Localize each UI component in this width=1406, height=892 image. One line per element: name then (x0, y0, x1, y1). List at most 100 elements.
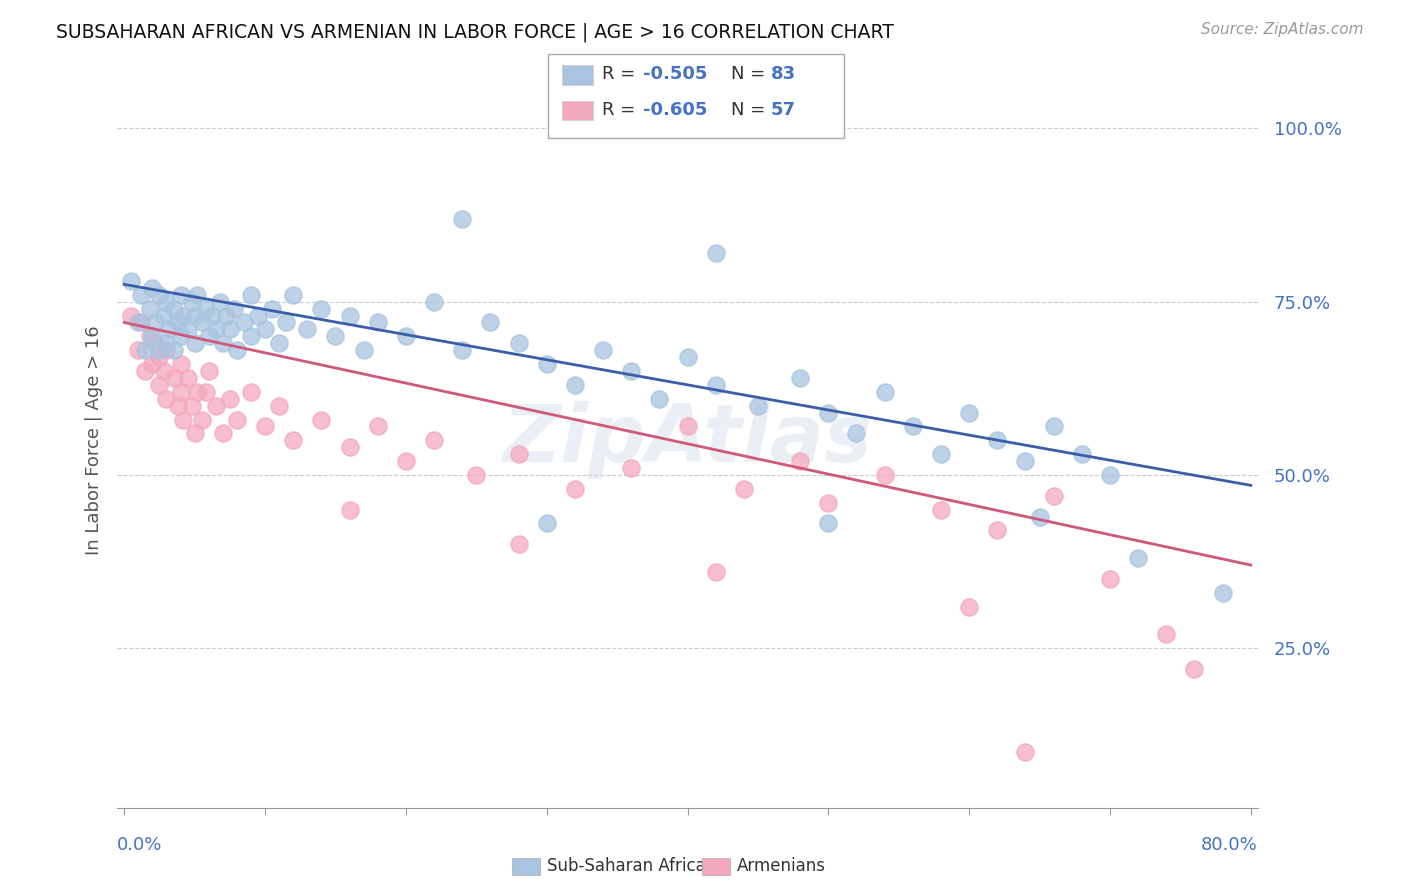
Point (148, 343, 170, 358)
Point (283, 287, 305, 301)
Point (214, 309, 236, 323)
Point (1070, 447, 1092, 461)
Point (269, 336, 291, 351)
Point (197, 364, 219, 378)
Point (986, 434, 1008, 448)
Point (138, 301, 160, 316)
Point (817, 516, 839, 531)
Point (479, 316, 502, 330)
Point (1184, 662, 1206, 676)
Point (129, 316, 152, 330)
Point (155, 336, 177, 351)
Point (873, 467, 896, 482)
Point (141, 357, 163, 371)
Point (704, 246, 727, 260)
Y-axis label: In Labor Force | Age > 16: In Labor Force | Age > 16 (86, 326, 103, 555)
Point (176, 322, 198, 336)
Point (183, 309, 205, 323)
Point (1098, 572, 1121, 586)
Point (395, 329, 418, 343)
Text: SUBSAHARAN AFRICAN VS ARMENIAN IN LABOR FORCE | AGE > 16 CORRELATION CHART: SUBSAHARAN AFRICAN VS ARMENIAN IN LABOR … (56, 22, 894, 42)
Point (254, 419, 277, 434)
Point (465, 467, 488, 482)
Text: R =: R = (602, 65, 641, 83)
Point (204, 322, 226, 336)
Point (155, 294, 177, 309)
Point (134, 364, 156, 378)
Point (395, 454, 418, 468)
Point (957, 599, 980, 614)
Text: 57: 57 (770, 101, 796, 119)
Point (162, 371, 184, 385)
Point (564, 377, 586, 392)
Point (676, 350, 699, 364)
Text: 80.0%: 80.0% (1201, 836, 1258, 855)
Point (325, 329, 347, 343)
Point (166, 399, 188, 413)
Point (339, 440, 361, 454)
Point (143, 316, 166, 330)
Point (845, 426, 868, 441)
Point (564, 482, 586, 496)
Point (186, 287, 208, 301)
Text: Armenians: Armenians (737, 857, 825, 875)
Point (1212, 586, 1234, 600)
Text: 0.0%: 0.0% (117, 836, 163, 855)
Point (929, 447, 952, 461)
Point (169, 329, 191, 343)
Point (262, 301, 284, 316)
Point (367, 316, 389, 330)
Point (367, 419, 389, 434)
Point (451, 343, 474, 358)
Point (704, 377, 727, 392)
Point (127, 316, 149, 330)
Point (733, 482, 755, 496)
Point (789, 371, 811, 385)
Point (218, 392, 240, 406)
Point (127, 343, 149, 358)
Point (957, 406, 980, 420)
Point (353, 343, 375, 358)
Point (148, 350, 170, 364)
Point (176, 371, 198, 385)
Point (592, 343, 614, 358)
Point (311, 412, 333, 426)
Point (423, 294, 446, 309)
Text: Source: ZipAtlas.com: Source: ZipAtlas.com (1201, 22, 1364, 37)
Point (120, 309, 142, 323)
Point (211, 426, 233, 441)
Point (211, 336, 233, 351)
Text: -0.505: -0.505 (643, 65, 707, 83)
Point (183, 336, 205, 351)
Point (239, 384, 262, 399)
Text: Sub-Saharan Africans: Sub-Saharan Africans (547, 857, 725, 875)
Point (157, 322, 180, 336)
Point (162, 301, 184, 316)
Point (218, 322, 240, 336)
Point (155, 392, 177, 406)
Point (143, 336, 166, 351)
Point (225, 343, 247, 358)
Point (194, 301, 217, 316)
Point (276, 316, 298, 330)
Point (929, 502, 952, 516)
Point (1028, 509, 1050, 524)
Point (169, 384, 191, 399)
Point (1042, 419, 1064, 434)
Point (141, 281, 163, 295)
Point (747, 399, 769, 413)
Point (162, 343, 184, 358)
Point (1126, 551, 1149, 566)
Point (155, 343, 177, 358)
Point (186, 384, 208, 399)
Point (141, 329, 163, 343)
Point (901, 419, 924, 434)
Point (508, 447, 530, 461)
Point (152, 364, 174, 378)
Point (676, 419, 699, 434)
Text: -0.605: -0.605 (643, 101, 707, 119)
Point (190, 316, 212, 330)
Point (1098, 467, 1121, 482)
Point (204, 399, 226, 413)
Point (172, 412, 194, 426)
